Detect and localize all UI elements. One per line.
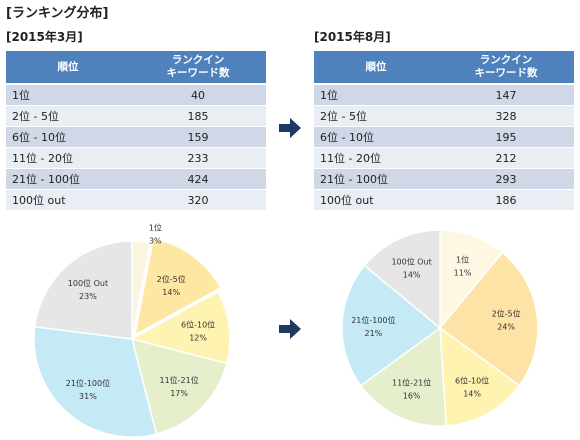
slice-label: 2位-5位 [157, 274, 186, 284]
slice-percent-label: 14% [162, 288, 180, 297]
count-cell: 195 [438, 126, 574, 148]
table-row: 100位 out 320 [6, 189, 266, 210]
table-row: 6位 - 10位 159 [6, 126, 266, 148]
slice-label: 11位-21位 [159, 375, 198, 385]
col-header-keyword-count: ランクイン キーワード数 [438, 51, 574, 85]
rank-cell: 2位 - 5位 [6, 105, 130, 127]
count-cell: 40 [130, 83, 266, 106]
slice-percent-label: 23% [79, 292, 97, 301]
slice-percent-label: 12% [189, 334, 207, 343]
arrow-right-icon [279, 319, 301, 339]
table-row: 21位 - 100位 293 [314, 168, 574, 190]
count-cell: 293 [438, 168, 574, 190]
slice-percent-label: 16% [403, 391, 421, 400]
pie-slice [129, 290, 231, 365]
count-cell: 147 [438, 83, 574, 106]
slice-percent-label: 24% [497, 323, 515, 332]
rank-cell: 1位 [314, 83, 438, 106]
slice-label: 100位 Out [391, 257, 431, 267]
rank-cell: 21位 - 100位 [6, 168, 130, 190]
pie-chart-march: 1位 3% 2位-5位 14% 6位-10位 12% 11位-21位 17% 21位-100位 3… [33, 222, 231, 438]
count-cell: 185 [130, 105, 266, 127]
slice-percent-label: 3% [149, 236, 162, 245]
slice-label: 100位 Out [68, 278, 108, 288]
slice-label: 21位-100位 [66, 378, 110, 388]
rank-cell: 100位 out [314, 189, 438, 210]
slice-label: 6位-10位 [455, 375, 489, 385]
rank-cell: 2位 - 5位 [314, 105, 438, 127]
count-cell: 328 [438, 105, 574, 127]
col-header-line2: キーワード数 [166, 67, 230, 79]
period-title-march: [2015年3月] [6, 30, 83, 44]
pie-slice [130, 337, 228, 435]
table-row: 21位 - 100位 424 [6, 168, 266, 190]
slice-label: 21位-100位 [351, 315, 395, 325]
table-row: 1位 147 [314, 83, 574, 106]
slice-percent-label: 14% [463, 389, 481, 398]
page-heading: [ランキング分布] [6, 6, 109, 21]
pie-slice [133, 237, 222, 337]
slice-label: 6位-10位 [181, 320, 215, 330]
pie-slice [363, 229, 441, 330]
col-header-line1: ランクイン [171, 54, 225, 66]
arrow-right-icon [279, 118, 301, 138]
slice-label: 11位-21位 [392, 377, 431, 387]
count-cell: 424 [130, 168, 266, 190]
pie-slice [438, 251, 539, 387]
table-row: 2位 - 5位 185 [6, 105, 266, 127]
ranking-table-march: 順位 ランクイン キーワード数 1位 40 2位 - 5位 185 6位 - 10位… [6, 51, 266, 210]
slice-percent-label: 17% [170, 389, 188, 398]
table-row: 100位 out 186 [314, 189, 574, 210]
rank-cell: 6位 - 10位 [6, 126, 130, 148]
count-cell: 186 [438, 189, 574, 210]
table-row: 6位 - 10位 195 [314, 126, 574, 148]
period-title-august: [2015年8月] [314, 30, 391, 44]
ranking-table-august: 順位 ランクイン キーワード数 1位 147 2位 - 5位 328 6位 - 10… [314, 51, 574, 210]
slice-percent-label: 11% [454, 268, 472, 277]
pie-slice [439, 229, 504, 331]
slice-label: 2位-5位 [492, 309, 521, 319]
pie-slice [359, 326, 447, 427]
count-cell: 320 [130, 189, 266, 210]
table-row: 1位 40 [6, 83, 266, 106]
slice-percent-label: 31% [79, 392, 97, 401]
slice-label: 1位 [456, 254, 469, 264]
rank-cell: 21位 - 100位 [314, 168, 438, 190]
rank-cell: 11位 - 20位 [314, 147, 438, 169]
table-row: 2位 - 5位 328 [314, 105, 574, 127]
col-header-keyword-count: ランクイン キーワード数 [130, 51, 266, 85]
rank-cell: 100位 out [6, 189, 130, 210]
rank-cell: 1位 [6, 83, 130, 106]
pie-slice [439, 326, 521, 427]
slice-percent-label: 14% [403, 271, 421, 280]
rank-cell: 6位 - 10位 [314, 126, 438, 148]
pie-slice [341, 264, 442, 387]
table-row: 11位 - 20位 212 [314, 147, 574, 169]
count-cell: 212 [438, 147, 574, 169]
col-header-rank: 順位 [6, 51, 130, 85]
slice-label: 1位 [149, 222, 162, 232]
count-cell: 159 [130, 126, 266, 148]
pie-slice [33, 325, 158, 438]
col-header-line2: キーワード数 [474, 67, 538, 79]
col-header-rank: 順位 [314, 51, 438, 85]
pie-slice [33, 240, 133, 340]
table-row: 11位 - 20位 233 [6, 147, 266, 169]
count-cell: 233 [130, 147, 266, 169]
pie-chart-august: 1位 11% 2位-5位 24% 6位-10位 14% 11位-21位 16% 21位-100位… [341, 229, 539, 427]
col-header-line1: ランクイン [479, 54, 533, 66]
slice-percent-label: 21% [365, 329, 383, 338]
rank-cell: 11位 - 20位 [6, 147, 130, 169]
